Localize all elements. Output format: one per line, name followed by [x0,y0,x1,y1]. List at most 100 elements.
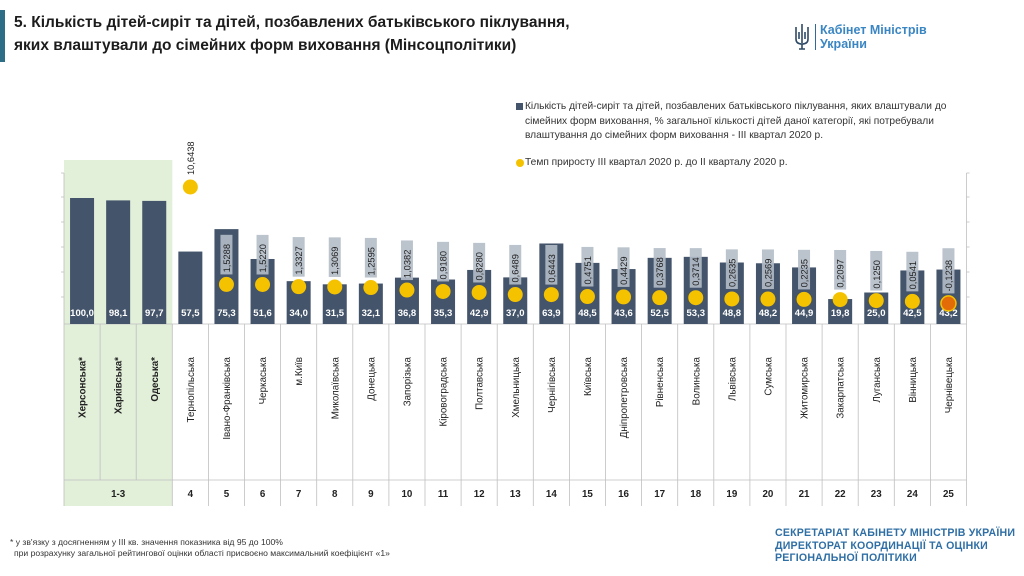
chart-legend: Кількість дітей-сиріт та дітей, позбавле… [516,100,976,182]
bar-label: 19,8 [831,308,850,319]
growth-label: 0,6443 [547,254,557,282]
growth-label-box [220,234,233,275]
bar [70,198,95,324]
growth-label: 0,2569 [763,259,773,287]
growth-label: 0,3714 [691,257,701,285]
legend-item-bars: Кількість дітей-сиріт та дітей, позбавле… [516,100,976,144]
growth-label: 1,0382 [402,250,412,278]
growth-dot [182,179,198,195]
footer-line-1: СЕКРЕТАРІАТ КАБІНЕТУ МІНІСТРІВ УКРАЇНИ [775,527,1016,539]
bar [178,251,203,324]
rank-label: 16 [618,489,629,500]
rank-label: 17 [654,489,665,500]
cabinet-logo: Кабінет Міністрів України [793,22,943,54]
growth-label-box [725,249,738,289]
category-label: Житомирська [800,356,811,419]
bar-label: 35,3 [434,308,453,319]
page-title-line-1: 5. Кількість дітей-сиріт та дітей, позба… [14,14,570,31]
growth-label: 0,3768 [655,257,665,285]
growth-dot [399,282,415,298]
growth-dot [940,295,957,312]
growth-label-box [545,244,558,285]
category-label: Миколаївська [330,356,341,419]
growth-dot [796,291,812,307]
growth-label: 1,5220 [258,244,268,272]
trident-icon [795,24,809,50]
category-label: Хмельницька [511,356,522,417]
rank-label: 25 [943,489,954,500]
growth-dot [255,276,271,292]
category-label: Донецька [366,356,377,400]
logo-line-1: Кабінет Міністрів [820,23,927,37]
growth-label-box [798,249,811,290]
growth-label: 0,4751 [583,256,593,284]
logo-separator [815,24,816,50]
category-label: Закарпатська [836,356,847,418]
bar-label: 36,8 [398,308,417,319]
growth-dot [579,289,595,305]
bar-label: 98,1 [109,308,128,319]
bar-chart: 100,0 98,1 97,7 57,5 75,3 51,6 34,0 31,5 32,1 36,… [61,141,970,506]
rank-label: 1-3 [111,489,126,500]
growth-label-box [581,246,594,287]
category-label: Луганська [872,356,883,402]
growth-label: 0,0541 [908,261,918,289]
logo-line-2: України [820,37,867,51]
bar-label: 37,0 [506,308,525,319]
category-label: Вінницька [908,356,919,402]
bar-label: 42,5 [903,308,922,319]
category-label: Запорізька [402,356,413,406]
title-accent-bar [0,10,5,62]
rank-label: 23 [871,489,882,500]
growth-label: 1,2595 [366,247,376,275]
category-label: Харківська* [114,357,125,414]
rank-label: 24 [907,489,918,500]
growth-dot [868,293,884,309]
growth-label: 1,3327 [294,246,304,274]
category-label: Херсонська* [78,357,89,418]
footnote: * у зв'язку з досягненням у ІІІ кв. знач… [10,537,390,559]
rank-label: 5 [224,489,230,500]
legend-bar-label: Кількість дітей-сиріт та дітей, позбавле… [525,101,947,141]
growth-label-box [870,250,883,291]
bar-label: 48,5 [578,308,597,319]
category-label: Черкаська [258,356,269,404]
growth-dot [760,291,776,307]
growth-label: 0,6489 [511,254,521,282]
category-label: Івано-Франківська [222,356,233,439]
category-label: Тернопільська [186,356,197,422]
bar-label: 34,0 [289,308,308,319]
growth-label-box [256,234,269,275]
growth-dot [291,279,307,295]
growth-label-box [364,237,377,278]
growth-dot [507,287,523,303]
rank-label: 8 [332,489,338,500]
rank-label: 10 [401,489,412,500]
category-label: Рівненська [655,356,666,407]
growth-label: 0,2235 [800,259,810,287]
bar-label: 43,2 [939,308,958,319]
growth-dot [327,279,343,295]
rank-label: 4 [188,489,194,500]
growth-label-box [292,237,305,277]
growth-label-box [437,241,450,282]
growth-label: 0,2097 [836,259,846,287]
rank-label: 7 [296,489,302,500]
rank-label: 15 [582,489,593,500]
rank-label: 14 [546,489,557,500]
rank-label: 21 [799,489,810,500]
bar-label: 63,9 [542,308,561,319]
bar-label: 32,1 [362,308,381,319]
footer-line-2: ДИРЕКТОРАТ КООРДИНАЦІЇ ТА ОЦІНКИ [775,539,988,552]
growth-dot [543,287,559,303]
bar-label: 44,9 [795,308,814,319]
rank-label: 18 [690,489,701,500]
bar-label: 48,8 [723,308,742,319]
growth-label: 1,3069 [330,247,340,275]
rank-label: 9 [368,489,374,500]
growth-dot [363,280,379,296]
rank-label: 6 [260,489,266,500]
growth-dot [688,290,704,306]
footer-line-3: РЕГІОНАЛЬНОЇ ПОЛІТИКИ [775,552,917,564]
bar-label: 31,5 [326,308,345,319]
